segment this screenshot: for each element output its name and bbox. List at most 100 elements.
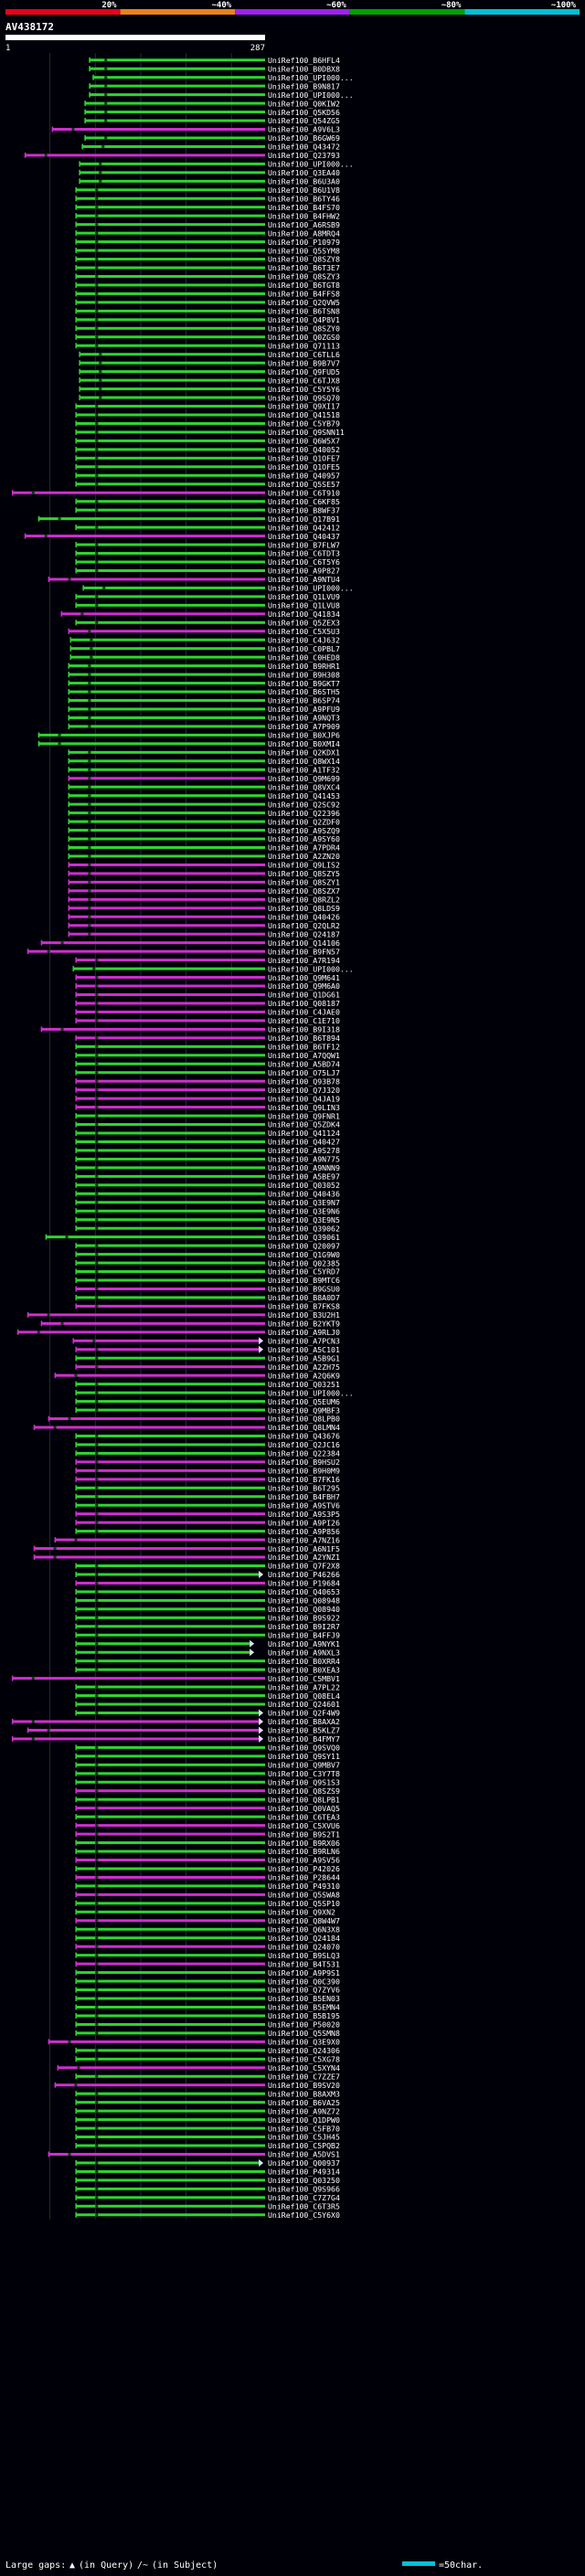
hit-row[interactable]: UniRef100_Q71113 bbox=[75, 341, 340, 350]
hit-label[interactable]: UniRef100_C5X5U3 bbox=[268, 627, 340, 636]
hit-label[interactable]: UniRef100_Q40427 bbox=[268, 1138, 340, 1147]
hit-row[interactable]: UniRef100_Q17B91 bbox=[37, 514, 340, 524]
hit-row[interactable]: UniRef100_A9NNN9 bbox=[75, 1163, 340, 1172]
hit-label[interactable]: UniRef100_P46266 bbox=[268, 1570, 340, 1579]
hit-row[interactable]: UniRef100_B9N817 bbox=[89, 81, 340, 90]
hit-row[interactable]: UniRef100_B5KLZ7 bbox=[27, 1726, 340, 1735]
hit-row[interactable]: UniRef100_Q3E9X0 bbox=[48, 2038, 340, 2047]
hit-label[interactable]: UniRef100_A9NYK1 bbox=[268, 1639, 340, 1648]
hit-label[interactable]: UniRef100_Q8LMN4 bbox=[268, 1423, 340, 1432]
hit-label[interactable]: UniRef100_Q8RZL2 bbox=[268, 896, 340, 905]
hit-label[interactable]: UniRef100_Q8SZY5 bbox=[268, 869, 340, 878]
hit-label[interactable]: UniRef100_Q39062 bbox=[268, 1224, 340, 1233]
hit-row[interactable]: UniRef100_C5XVU6 bbox=[75, 1821, 340, 1830]
hit-label[interactable]: UniRef100_B3U2H1 bbox=[268, 1310, 340, 1320]
hit-label[interactable]: UniRef100_Q0VAQ5 bbox=[268, 1804, 340, 1813]
hit-row[interactable]: UniRef100_Q6W5X7 bbox=[75, 437, 340, 446]
hit-row[interactable]: UniRef100_B6VA25 bbox=[75, 2098, 340, 2107]
hit-row[interactable]: UniRef100_A5BD74 bbox=[75, 1059, 340, 1068]
hit-label[interactable]: UniRef100_B4FFS8 bbox=[268, 290, 340, 299]
hit-row[interactable]: UniRef100_O75LJ7 bbox=[75, 1068, 340, 1077]
hit-label[interactable]: UniRef100_C5XYN4 bbox=[268, 2063, 340, 2072]
hit-label[interactable]: UniRef100_B5EN03 bbox=[268, 1994, 340, 2003]
hit-label[interactable]: UniRef100_Q00937 bbox=[268, 2158, 340, 2168]
hit-row[interactable]: UniRef100_Q08940 bbox=[75, 1605, 340, 1614]
hit-row[interactable]: UniRef100_B9RLN6 bbox=[75, 1847, 340, 1856]
hit-row[interactable]: UniRef100_Q8LDS9 bbox=[68, 904, 340, 913]
hit-row[interactable]: UniRef100_Q9M6A0 bbox=[75, 981, 340, 991]
hit-row[interactable]: UniRef100_B9SLQ3 bbox=[75, 1951, 340, 1960]
hit-label[interactable]: UniRef100_Q9MBF3 bbox=[268, 1405, 340, 1415]
hit-label[interactable]: UniRef100_Q3EA40 bbox=[268, 168, 340, 177]
hit-row[interactable]: UniRef100_UPI000... bbox=[75, 1388, 354, 1397]
hit-label[interactable]: UniRef100_UPI000... bbox=[268, 584, 354, 593]
hit-row[interactable]: UniRef100_A8MRQ4 bbox=[75, 228, 340, 238]
hit-label[interactable]: UniRef100_Q1G9W0 bbox=[268, 1250, 340, 1259]
hit-label[interactable]: UniRef100_B6TSN8 bbox=[268, 307, 340, 316]
hit-row[interactable]: UniRef100_Q2QLR2 bbox=[68, 921, 340, 930]
hit-row[interactable]: UniRef100_A2ZH75 bbox=[75, 1362, 340, 1372]
hit-row[interactable]: UniRef100_A9V6L3 bbox=[51, 125, 340, 134]
hit-row[interactable]: UniRef100_C5XG78 bbox=[75, 2055, 340, 2064]
hit-row[interactable]: UniRef100_A7PCN3 bbox=[72, 1336, 340, 1345]
hit-label[interactable]: UniRef100_B7FKS8 bbox=[268, 1302, 340, 1311]
hit-row[interactable]: UniRef100_C5FB70 bbox=[75, 2124, 340, 2133]
hit-row[interactable]: UniRef100_B6TGT8 bbox=[75, 281, 340, 290]
hit-label[interactable]: UniRef100_Q23793 bbox=[268, 151, 340, 160]
hit-label[interactable]: UniRef100_B6VA25 bbox=[268, 2098, 340, 2107]
hit-row[interactable]: UniRef100_C5JH45 bbox=[75, 2133, 340, 2142]
hit-label[interactable]: UniRef100_Q41518 bbox=[268, 410, 340, 419]
hit-row[interactable]: UniRef100_C6T3R5 bbox=[75, 2201, 340, 2210]
hit-row[interactable]: UniRef100_B7FK16 bbox=[75, 1475, 340, 1484]
hit-row[interactable]: UniRef100_B9FN57 bbox=[27, 947, 340, 956]
hit-row[interactable]: UniRef100_Q8SZS9 bbox=[75, 1786, 340, 1796]
hit-row[interactable]: UniRef100_C5YB79 bbox=[75, 419, 340, 429]
hit-row[interactable]: UniRef100_B4FFJ9 bbox=[75, 1630, 340, 1639]
hit-row[interactable]: UniRef100_A9NZ72 bbox=[75, 2106, 340, 2115]
hit-label[interactable]: UniRef100_A9STV6 bbox=[268, 1500, 340, 1510]
hit-row[interactable]: UniRef100_B9GSU0 bbox=[75, 1285, 340, 1294]
hit-label[interactable]: UniRef100_A6N1F5 bbox=[268, 1544, 340, 1553]
hit-row[interactable]: UniRef100_Q8LMN4 bbox=[33, 1423, 340, 1432]
hit-label[interactable]: UniRef100_Q24070 bbox=[268, 1942, 340, 1951]
hit-label[interactable]: UniRef100_P10979 bbox=[268, 238, 340, 247]
hit-label[interactable]: UniRef100_UPI000... bbox=[268, 160, 354, 169]
hit-label[interactable]: UniRef100_Q08EL4 bbox=[268, 1691, 340, 1701]
hit-row[interactable]: UniRef100_Q41453 bbox=[68, 791, 340, 800]
hit-row[interactable]: UniRef100_Q08948 bbox=[75, 1596, 340, 1606]
hit-label[interactable]: UniRef100_Q5SE57 bbox=[268, 480, 340, 489]
hit-row[interactable]: UniRef100_Q9LIN3 bbox=[75, 1103, 340, 1112]
hit-row[interactable]: UniRef100_Q8SZY3 bbox=[75, 272, 340, 281]
hit-row[interactable]: UniRef100_C5XYN4 bbox=[57, 2063, 340, 2072]
hit-label[interactable]: UniRef100_B0XJP6 bbox=[268, 731, 340, 740]
hit-label[interactable]: UniRef100_A7PDR4 bbox=[268, 843, 340, 853]
hit-row[interactable]: UniRef100_Q40427 bbox=[75, 1138, 340, 1147]
hit-row[interactable]: UniRef100_B9HSU2 bbox=[75, 1458, 340, 1467]
hit-row[interactable]: UniRef100_A6N1F5 bbox=[33, 1544, 340, 1553]
hit-row[interactable]: UniRef100_Q5SE57 bbox=[75, 480, 340, 489]
hit-label[interactable]: UniRef100_Q40437 bbox=[268, 532, 340, 541]
hit-row[interactable]: UniRef100_A9STV6 bbox=[75, 1500, 340, 1510]
hit-label[interactable]: UniRef100_A2ZN20 bbox=[268, 852, 340, 861]
hit-label[interactable]: UniRef100_B8AXA2 bbox=[268, 1717, 340, 1726]
hit-label[interactable]: UniRef100_A9NQT3 bbox=[268, 714, 340, 723]
hit-label[interactable]: UniRef100_B9RLN6 bbox=[268, 1847, 340, 1856]
hit-label[interactable]: UniRef100_B9S2T1 bbox=[268, 1829, 340, 1839]
hit-label[interactable]: UniRef100_B9S922 bbox=[268, 1614, 340, 1623]
hit-row[interactable]: UniRef100_Q00937 bbox=[75, 2158, 340, 2168]
hit-label[interactable]: UniRef100_Q1OFE7 bbox=[268, 454, 340, 463]
hit-label[interactable]: UniRef100_Q9FNR1 bbox=[268, 1111, 340, 1120]
hit-row[interactable]: UniRef100_Q9SVQ0 bbox=[75, 1744, 340, 1753]
hit-label[interactable]: UniRef100_P28644 bbox=[268, 1873, 340, 1882]
hit-label[interactable]: UniRef100_UPI000... bbox=[268, 90, 354, 100]
hit-row[interactable]: UniRef100_Q0C390 bbox=[75, 1977, 340, 1986]
hit-row[interactable]: UniRef100_B7FKS8 bbox=[75, 1302, 340, 1311]
hit-row[interactable]: UniRef100_B6TY46 bbox=[75, 194, 340, 203]
hit-label[interactable]: UniRef100_A5BE97 bbox=[268, 1172, 340, 1182]
hit-row[interactable]: UniRef100_B6TF12 bbox=[75, 1043, 340, 1052]
hit-row[interactable]: UniRef100_Q1DPW0 bbox=[75, 2115, 340, 2125]
hit-row[interactable]: UniRef100_B9GKT7 bbox=[68, 679, 340, 688]
hit-row[interactable]: UniRef100_Q8LPB1 bbox=[75, 1795, 340, 1804]
hit-row[interactable]: UniRef100_Q9FNR1 bbox=[75, 1111, 340, 1120]
hit-label[interactable]: UniRef100_C5FB70 bbox=[268, 2124, 340, 2133]
